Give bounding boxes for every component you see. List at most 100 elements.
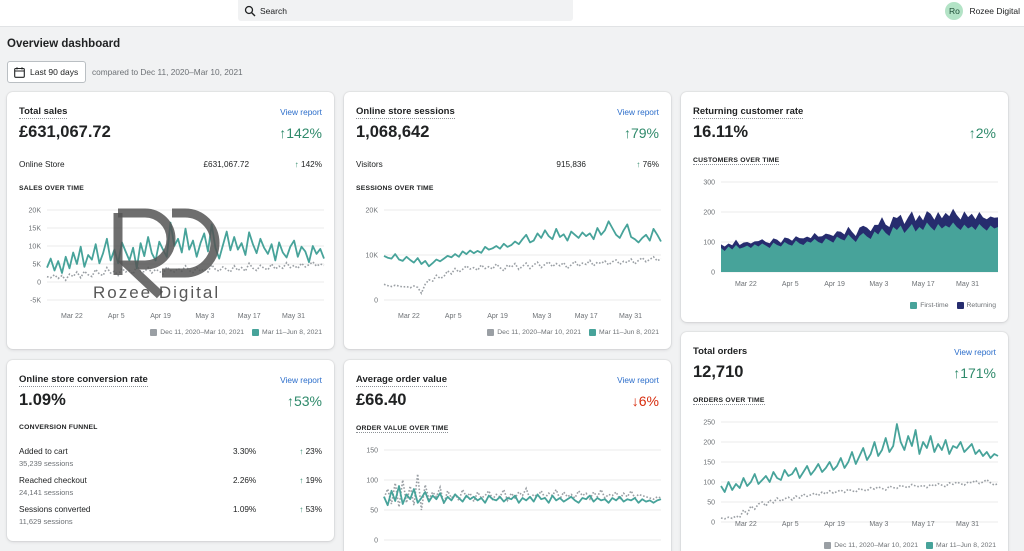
x-tick-label: Apr 19 [150, 313, 171, 320]
legend-previous: Dec 11, 2020–Mar 10, 2021 [160, 329, 245, 336]
x-tick-label: May 31 [282, 313, 305, 320]
x-tick-label: May 31 [619, 313, 642, 320]
funnel-step-sessions: 24,141 sessions [19, 488, 74, 497]
funnel-step-rate: 2.26% [233, 476, 257, 485]
top-bar: Ro Rozee Digital [0, 0, 1024, 27]
returning-rate-change: ↑2% [968, 125, 996, 141]
legend-swatch-returning [956, 302, 964, 309]
up-arrow-icon: ↑ [299, 505, 304, 514]
y-tick-label: 10K [29, 244, 42, 251]
sessions-value: 1,068,642 [356, 123, 430, 141]
x-tick-label: May 17 [575, 313, 598, 320]
y-tick-label: 10K [366, 253, 379, 260]
view-report-link[interactable]: View report [280, 375, 322, 385]
funnel-step-change: ↑ 19% [299, 476, 322, 485]
conversion-change: ↑53% [286, 393, 322, 409]
up-arrow-icon: ↑ [294, 160, 299, 169]
user-menu[interactable]: Ro Rozee Digital [945, 2, 1020, 20]
up-arrow-icon: ↑ [299, 447, 304, 456]
y-tick-label: 50 [370, 508, 378, 515]
up-arrow-icon: ↑ [299, 476, 304, 485]
legend-swatch-first-time [910, 302, 918, 309]
y-tick-label: 50 [707, 500, 715, 507]
funnel-step-sessions: 35,239 sessions [19, 459, 74, 468]
section-heading: ORDER VALUE OVER TIME [356, 425, 449, 433]
y-tick-label: 20K [366, 208, 379, 215]
section-heading: SALES OVER TIME [19, 185, 84, 192]
search-input[interactable] [260, 5, 560, 16]
y-tick-label: 150 [703, 460, 715, 467]
section-heading: SESSIONS OVER TIME [356, 185, 434, 192]
orders-chart: 250 200 150 100 50 0 Mar 22 Apr 5 Apr 19 May 3 May… [703, 420, 999, 528]
returning-customer-card: Returning customer rate 16.11% ↑2% CUSTO… [681, 92, 1008, 322]
change-value: 19% [305, 476, 322, 485]
x-tick-label: Apr 19 [824, 521, 845, 528]
card-title: Returning customer rate [693, 106, 804, 119]
search-icon [244, 5, 256, 16]
x-tick-label: Apr 5 [445, 313, 462, 320]
y-tick-label: 100 [366, 478, 378, 485]
funnel-step-change: ↑ 53% [299, 505, 322, 514]
section-heading: CONVERSION FUNNEL [19, 424, 98, 431]
sessions-card: Online store sessions View report 1,068,… [344, 92, 671, 349]
previous-period-line [720, 478, 999, 520]
card-title: Online store conversion rate [19, 374, 148, 387]
previous-period-line [46, 260, 325, 282]
x-tick-label: May 17 [238, 313, 261, 320]
card-title: Online store sessions [356, 106, 455, 119]
view-report-link[interactable]: View report [954, 347, 996, 357]
y-tick-label: 100 [703, 240, 715, 247]
funnel-step-label: Reached checkout [19, 476, 87, 485]
x-tick-label: May 3 [195, 313, 214, 320]
y-tick-label: 0 [711, 270, 715, 277]
search-bar[interactable] [238, 0, 573, 21]
y-tick-label: 100 [703, 480, 715, 487]
online-store-label: Online Store [19, 160, 65, 169]
view-report-link[interactable]: View report [617, 375, 659, 385]
x-tick-label: May 3 [869, 281, 888, 288]
change-value: 23% [305, 447, 322, 456]
y-tick-label: 0 [374, 538, 378, 545]
compare-text: compared to Dec 11, 2020–Mar 10, 2021 [92, 67, 243, 77]
x-tick-label: Apr 5 [108, 313, 125, 320]
legend-returning: Returning [966, 302, 996, 309]
x-tick-label: Apr 19 [824, 281, 845, 288]
change-value: 53% [305, 505, 322, 514]
view-report-link[interactable]: View report [617, 107, 659, 117]
y-tick-label: 15K [29, 226, 42, 233]
sessions-change: ↑79% [623, 125, 659, 141]
section-heading: CUSTOMERS OVER TIME [693, 157, 780, 165]
card-title: Average order value [356, 374, 447, 387]
x-tick-label: Mar 22 [61, 313, 83, 320]
x-tick-label: May 31 [956, 281, 979, 288]
aov-change: ↓6% [631, 393, 659, 409]
previous-period-line [383, 255, 662, 296]
date-range-label: Last 90 days [30, 67, 79, 77]
avatar[interactable]: Ro [945, 2, 964, 20]
view-report-link[interactable]: View report [280, 107, 322, 117]
legend-previous: Dec 11, 2020–Mar 10, 2021 [834, 542, 919, 549]
store-name[interactable]: Rozee Digital [969, 6, 1020, 16]
funnel-step-label: Added to cart [19, 447, 68, 456]
total-sales-change: ↑142% [279, 125, 322, 141]
current-period-line [720, 423, 999, 493]
y-tick-label: 200 [703, 440, 715, 447]
chart-legend: Dec 11, 2020–Mar 10, 2021 Mar 11–Jun 8, … [816, 542, 996, 549]
conversion-value: 1.09% [19, 391, 66, 409]
legend-swatch-current [589, 329, 597, 336]
total-sales-card: Total sales View report £631,067.72 ↑142… [7, 92, 334, 349]
x-tick-label: May 17 [912, 281, 935, 288]
funnel-step-label: Sessions converted [19, 505, 91, 514]
returning-rate-value: 16.11% [693, 123, 749, 141]
first-time-area [721, 222, 998, 272]
total-sales-value: £631,067.72 [19, 123, 111, 141]
total-orders-card: Total orders View report 12,710 ↑171% OR… [681, 332, 1008, 551]
legend-swatch-previous [824, 542, 832, 549]
calendar-icon [14, 66, 25, 78]
orders-change: ↑171% [953, 365, 996, 381]
chart-legend: First-time Returning [902, 302, 996, 309]
date-range-button[interactable]: Last 90 days [7, 61, 86, 83]
legend-swatch-current [926, 542, 934, 549]
funnel-step-change: ↑ 23% [299, 447, 322, 456]
